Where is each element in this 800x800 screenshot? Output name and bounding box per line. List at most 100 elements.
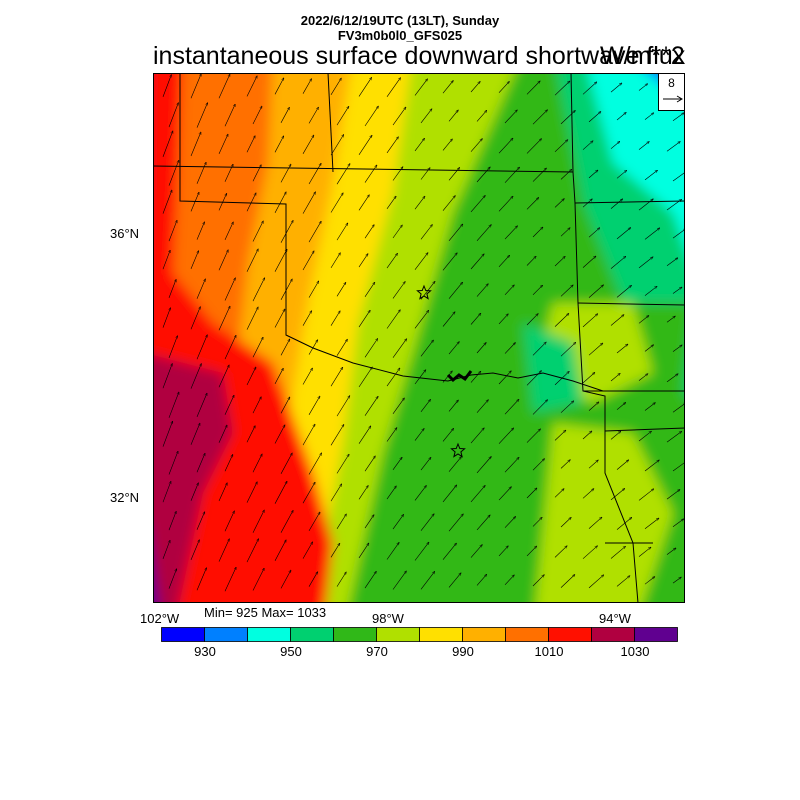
wind-arrow <box>526 488 537 499</box>
wind-arrow <box>168 160 179 186</box>
wind-arrow <box>196 222 205 240</box>
colorbar-swatch <box>419 627 463 642</box>
wind-arrow <box>476 225 491 241</box>
wind-arrow <box>442 81 453 94</box>
units-label: W/m**2 <box>600 42 685 70</box>
colorbar-swatch <box>505 627 549 642</box>
wind-arrow <box>246 426 255 443</box>
wind-arrow <box>414 429 424 441</box>
wind-arrow <box>616 228 631 240</box>
wind-arrow <box>588 517 602 529</box>
wind-arrow <box>392 282 405 299</box>
wind-arrow <box>218 74 230 99</box>
wind-arrow <box>392 339 407 358</box>
wind-arrow <box>162 131 173 158</box>
wind-arrow <box>246 193 256 212</box>
wind-arrow <box>504 285 514 296</box>
wind-arrow <box>526 256 536 266</box>
wind-arrow <box>218 483 227 502</box>
wind-arrow <box>196 568 207 591</box>
map-plot <box>153 73 685 603</box>
wind-arrow <box>302 542 313 559</box>
wind-arrow <box>476 457 491 474</box>
wind-arrow <box>498 546 508 557</box>
wind-arrow <box>582 431 592 440</box>
colorbar-label: 970 <box>366 644 388 659</box>
wind-arrow <box>476 343 486 354</box>
wind-arrow <box>302 251 314 271</box>
wind-arrow <box>330 424 344 446</box>
wind-arrow <box>224 104 235 127</box>
wind-arrow <box>414 79 428 96</box>
wind-arrow <box>364 165 377 183</box>
wind-arrow <box>638 489 654 501</box>
wind-arrow <box>498 255 510 268</box>
wind-arrow <box>470 485 485 503</box>
wind-arrow <box>336 454 349 474</box>
colorbar-label: 1030 <box>620 644 650 659</box>
wind-arrow <box>162 421 173 447</box>
state-boundaries <box>153 73 685 603</box>
colorbar-swatch <box>333 627 377 642</box>
wind-arrow <box>392 225 402 239</box>
wind-arrow <box>420 340 434 357</box>
lon-label-94w: 94°W <box>599 611 631 626</box>
wind-arrow <box>644 403 655 411</box>
colorbar-swatch <box>462 627 506 642</box>
wind-arrow <box>470 139 482 152</box>
wind-arrow <box>358 543 369 559</box>
model-line: FV3m0b0l0_GFS025 <box>337 28 463 43</box>
wind-arrow <box>672 519 684 527</box>
wind-arrow <box>386 368 400 387</box>
wind-arrow <box>498 371 511 385</box>
wind-arrow <box>224 222 233 241</box>
wind-arrow <box>302 311 312 326</box>
wind-arrow <box>672 287 682 294</box>
star-marker <box>416 284 432 300</box>
wind-arrow <box>616 112 626 121</box>
wind-arrow <box>504 575 514 586</box>
wind-arrow <box>448 342 459 355</box>
wind-arrow <box>560 228 570 237</box>
wind-arrow <box>274 425 285 444</box>
wind-arrow <box>616 170 627 179</box>
lake-texoma <box>446 370 473 383</box>
wind-arrow <box>560 342 576 357</box>
wind-arrow <box>442 196 455 211</box>
wind-arrow <box>224 454 233 472</box>
wind-arrow <box>336 572 346 587</box>
wind-arrow <box>218 134 228 155</box>
min-max-stats: Min= 925 Max= 1033 <box>204 605 327 620</box>
wind-arrow <box>280 279 292 300</box>
wind-arrow <box>476 284 488 297</box>
wind-arrow <box>588 228 600 238</box>
wind-arrow <box>190 74 201 99</box>
wind-arrow <box>364 571 376 589</box>
wind-arrow <box>498 487 511 501</box>
wind-arrow <box>392 398 404 414</box>
wind-arrow <box>218 306 230 331</box>
wind-arrow <box>588 402 599 411</box>
wind-arrow <box>414 485 426 501</box>
wind-arrow <box>162 75 171 98</box>
wind-arrow <box>526 429 541 443</box>
wind-arrow <box>644 518 659 530</box>
wind-arrow <box>470 371 481 383</box>
wind-arrow <box>302 192 316 214</box>
wind-arrow <box>302 424 315 446</box>
colorbar-label: 1010 <box>534 644 564 659</box>
wind-arrow <box>330 311 340 326</box>
wind-arrow <box>252 510 264 533</box>
wind-arrow <box>392 571 406 590</box>
wind-arrow <box>526 139 542 154</box>
wind-arrow <box>218 365 229 388</box>
wind-arrow <box>196 512 205 530</box>
wind-arrow <box>560 517 571 528</box>
wind-arrow <box>386 310 400 329</box>
wind-arrow <box>476 400 488 413</box>
wind-arrow <box>414 138 425 152</box>
wind-arrow <box>644 228 660 240</box>
wind-arrow <box>246 307 258 330</box>
wind-arrow <box>504 343 516 354</box>
lat-label-32n: 32°N <box>110 490 140 505</box>
